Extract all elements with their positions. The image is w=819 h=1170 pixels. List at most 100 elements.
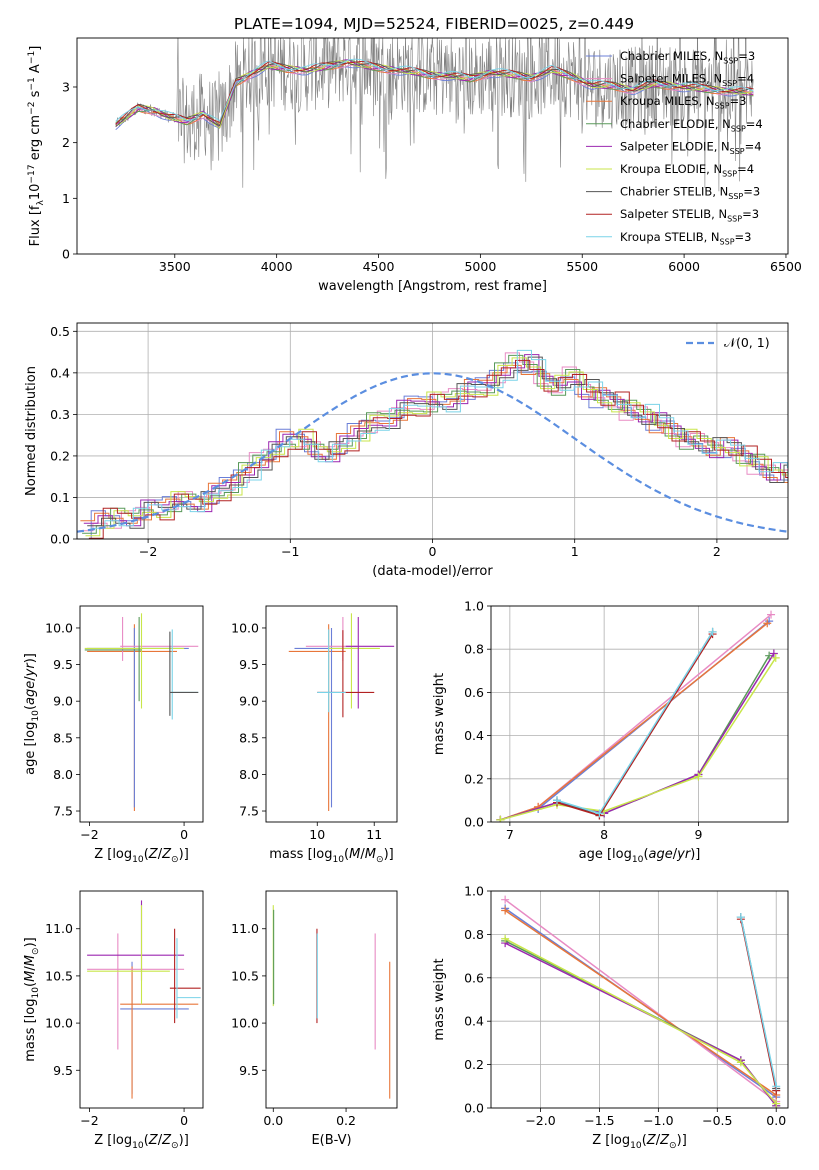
plot-area [501, 895, 781, 1108]
chart-mass-weight-vs-Z: −2.0 −1.5 −1.0 −0.5 0.0 0.0 0.2 0.4 0.6 0.8 1.0 Z [… [432, 884, 789, 1151]
x-axis-label: age [log10(age/yr)] [579, 847, 701, 865]
y-tick-label: 0 [62, 247, 70, 262]
legend-label: Kroupa ELODIE, NSSP=4 [620, 162, 754, 178]
histogram-0 [77, 362, 788, 539]
x-axis-label: Z [log10(Z/Z⊙)] [94, 847, 189, 865]
mass-weight-point [595, 809, 604, 818]
mass-weight-line-1 [500, 614, 772, 821]
chart-residuals: −2 −1 0 1 2 0.0 0.1 0.2 0.3 0.4 0.5 (data-model)/er… [24, 322, 789, 579]
y-tick-label: 0.4 [464, 728, 484, 743]
x-tick-label: −1.5 [584, 1113, 614, 1128]
y-tick-label: 9.5 [53, 1063, 73, 1078]
y-tick-label: 9.5 [239, 657, 259, 672]
mass-weight-line-3 [504, 940, 777, 1107]
x-axis-label: mass [log10(M/M⊙)] [269, 847, 393, 865]
x-tick-label: 0.2 [336, 1113, 356, 1128]
plot-area [496, 610, 780, 822]
x-axis-label: Z [log10(Z/Z⊙)] [94, 1133, 189, 1151]
legend-label: Chabrier ELODIE, NSSP=4 [620, 117, 763, 133]
legend-label: Chabrier STELIB, NSSP=3 [620, 185, 760, 201]
y-tick-label: 10.5 [231, 968, 259, 983]
mass-weight-point [501, 895, 510, 904]
mass-weight-line-4 [500, 653, 775, 821]
y-tick-label: 11.0 [231, 921, 259, 936]
y-tick-label: 3 [62, 79, 70, 94]
x-axis-label: (data-model)/error [372, 564, 493, 579]
axes-frame [76, 37, 789, 255]
histogram-5 [85, 357, 788, 537]
histogram-2 [80, 364, 788, 524]
legend-label: Salpeter STELIB, NSSP=3 [620, 207, 759, 223]
legend-label: Salpeter MILES, NSSP=4 [620, 72, 754, 88]
mass-weight-line-8 [740, 916, 777, 1087]
x-tick-label: 5000 [464, 259, 496, 274]
y-tick-label: 10.0 [231, 620, 259, 635]
mass-weight-point [736, 913, 745, 922]
y-tick-label: 0.0 [464, 815, 484, 830]
y-tick-label: 1.0 [464, 599, 484, 614]
y-tick-label: 0.4 [50, 365, 70, 380]
x-tick-label: 4500 [363, 259, 395, 274]
mass-weight-line-8 [556, 631, 714, 815]
y-tick-label: 10.0 [45, 1016, 73, 1031]
mass-weight-point [501, 906, 510, 915]
histogram-3 [82, 354, 788, 534]
x-tick-label: 2 [713, 544, 721, 559]
gaussian-curve [77, 372, 788, 533]
plot-area [272, 905, 391, 1099]
y-tick-label: 7.5 [53, 804, 73, 819]
y-axis-label: mass weight [432, 958, 447, 1040]
x-tick-label: 0 [180, 827, 188, 842]
plot-area [84, 613, 199, 812]
mass-weight-line-2 [500, 622, 768, 821]
x-tick-label: 4000 [261, 259, 293, 274]
y-tick-label: 0.2 [464, 1057, 484, 1072]
mass-weight-line-2 [504, 909, 777, 1096]
x-tick-label: 6500 [770, 259, 802, 274]
x-tick-label: 6000 [668, 259, 700, 274]
legend-label: Kroupa STELIB, NSSP=3 [620, 230, 751, 246]
plot-area [115, 38, 754, 192]
model-spectrum-6 [115, 61, 754, 127]
y-tick-label: 9.0 [53, 694, 73, 709]
y-tick-label: 11.0 [45, 921, 73, 936]
histogram-4 [83, 354, 788, 527]
x-tick-label: −2 [80, 827, 98, 842]
mass-weight-line-5 [500, 657, 777, 821]
y-tick-label: 0.4 [464, 1014, 484, 1029]
mass-weight-point [501, 934, 510, 943]
axes-frame [265, 890, 398, 1109]
x-tick-label: −2.0 [525, 1113, 555, 1128]
y-tick-label: 1.0 [464, 884, 484, 899]
y-tick-label: 0.0 [50, 532, 70, 547]
y-tick-label: 1 [62, 191, 70, 206]
mass-weight-line-0 [500, 620, 770, 821]
legend-label: Chabrier MILES, NSSP=3 [620, 49, 755, 65]
y-tick-label: 9.0 [239, 694, 259, 709]
mass-weight-line-6 [556, 631, 714, 817]
chart-mass-weight-vs-age: 7 8 9 0.0 0.2 0.4 0.6 0.8 1.0 age [log10(age/yr)]… [432, 599, 789, 865]
y-tick-label: 0.8 [464, 642, 484, 657]
y-tick-label: 0.5 [50, 324, 70, 339]
y-tick-label: 8.0 [239, 767, 259, 782]
y-tick-label: 9.5 [53, 657, 73, 672]
y-tick-label: 0.8 [464, 927, 484, 942]
y-tick-label: 8.0 [53, 767, 73, 782]
y-tick-label: 0.2 [50, 448, 70, 463]
x-tick-label: 7 [506, 827, 514, 842]
y-tick-label: 0.3 [50, 407, 70, 422]
mass-weight-point [736, 1058, 745, 1067]
model-spectrum-5 [115, 60, 754, 129]
x-tick-label: 8 [600, 827, 608, 842]
chart-age-vs-mass: 10 11 7.5 8.0 8.5 9.0 9.5 10.0 mass [log10(M/M⊙)… [231, 605, 398, 865]
x-tick-label: 10 [309, 827, 325, 842]
mass-weight-point [763, 619, 772, 628]
chart-spectrum: 3500 4000 4500 5000 5500 6000 6500 0 1 2 3 waveleng… [27, 37, 802, 294]
mass-weight-point [771, 653, 780, 662]
x-tick-label: 11 [366, 827, 382, 842]
histogram-7 [88, 359, 788, 539]
y-axis-label: mass weight [432, 673, 447, 755]
y-axis-label: Flux [fλ10−17 erg cm−2 s−1 A−1] [27, 46, 46, 247]
y-tick-label: 8.5 [53, 730, 73, 745]
